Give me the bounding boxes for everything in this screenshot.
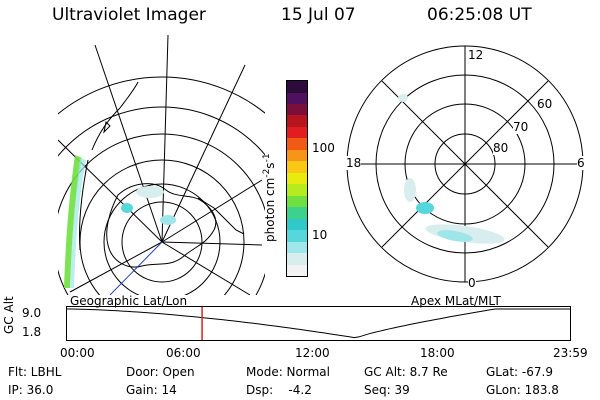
colorbar-segment — [287, 161, 307, 173]
colorbar-segment — [287, 172, 307, 185]
meridian-line — [69, 241, 163, 293]
antarctica-coastline — [106, 183, 217, 268]
colorbar-segment — [287, 184, 307, 196]
colorbar-segment — [287, 138, 307, 150]
coastline-fragment — [103, 81, 139, 134]
mlat-label-60: 60 — [537, 97, 553, 111]
continent-coastline — [78, 107, 121, 251]
time-tick-4: 23:59 — [553, 346, 588, 360]
colorbar — [286, 80, 308, 277]
colorbar-segment — [287, 126, 307, 139]
glon-label: GLon: 183.8 — [486, 383, 559, 397]
dsp-label: Dsp: -4.2 — [246, 383, 312, 397]
altitude-curve — [67, 308, 571, 339]
gain-label: Gain: 14 — [126, 383, 177, 397]
apex-polar-plot — [346, 45, 584, 283]
date-label: 15 Jul 07 — [281, 5, 356, 25]
altitude-ylabel: GC Alt — [2, 296, 16, 334]
meridian-line — [161, 241, 251, 295]
colorbar-segment — [287, 253, 307, 265]
aurora-emission — [64, 155, 176, 288]
mlt-label-6: 6 — [577, 156, 585, 170]
mlat-label-70: 70 — [513, 120, 529, 134]
mlt-label-12: 12 — [468, 48, 484, 62]
peninsula-coastline — [197, 197, 245, 235]
latitude-circle — [58, 106, 265, 157]
time-tick-0: 00:00 — [60, 346, 95, 360]
colorbar-segment — [287, 230, 307, 242]
meridian-line — [161, 241, 263, 246]
colorbar-segment — [287, 115, 307, 127]
geographic-map — [58, 34, 265, 295]
mlat-label-80: 80 — [493, 141, 509, 155]
colorbar-segment — [287, 195, 307, 208]
colorbar-unit-main: photon cm — [263, 177, 277, 242]
colorbar-segment — [287, 264, 307, 276]
colorbar-tick-10: 10 — [312, 228, 328, 242]
filter-label: Flt: LBHL — [8, 365, 62, 379]
time-tick-2: 12:00 — [295, 346, 330, 360]
plot-frame — [66, 306, 571, 341]
apex-panel-label: Apex MLat/MLT — [411, 294, 501, 308]
colorbar-unit-exp1: -2 — [262, 168, 272, 178]
gc-alt-label: GC Alt: 8.7 Re — [364, 365, 448, 379]
time-tick-3: 18:00 — [420, 346, 455, 360]
glat-label: GLat: -67.9 — [486, 365, 553, 379]
colorbar-unit-mid: s — [263, 162, 277, 169]
colorbar-segment — [287, 207, 307, 219]
door-label: Door: Open — [126, 365, 195, 379]
colorbar-segment — [287, 149, 307, 162]
time-label: 06:25:08 UT — [427, 5, 532, 25]
mlt-diagonal — [381, 80, 549, 248]
seq-label: Seq: 39 — [364, 383, 410, 397]
meridian-line — [161, 34, 169, 243]
latitude-circle — [58, 133, 265, 295]
altitude-ytick-low: 1.8 — [22, 325, 42, 339]
mlt-label-18: 18 — [346, 156, 362, 170]
geographic-panel-label: Geographic Lat/Lon — [70, 294, 188, 308]
aurora-oval — [398, 94, 505, 244]
colorbar-segment — [287, 218, 307, 231]
mode-label: Mode: Normal — [246, 365, 330, 379]
colorbar-unit-label: photon cm-2s-1 — [262, 153, 277, 242]
colorbar-segment — [287, 103, 307, 116]
altitude-ytick-high: 9.0 — [22, 306, 42, 320]
latitude-circle — [121, 201, 203, 283]
colorbar-segment — [287, 241, 307, 254]
satellite-direction-line — [109, 241, 163, 295]
mlt-label-0: 0 — [468, 276, 476, 290]
latitude-circle — [103, 183, 221, 295]
colorbar-tick-100: 100 — [312, 141, 335, 155]
instrument-title: Ultraviolet Imager — [52, 5, 206, 25]
time-tick-1: 06:00 — [166, 346, 201, 360]
ip-label: IP: 36.0 — [8, 383, 54, 397]
altitude-timeline-plot — [66, 306, 571, 341]
colorbar-segment — [287, 92, 307, 104]
colorbar-segment — [287, 81, 307, 93]
meridian-line — [161, 64, 246, 243]
meridian-line — [94, 44, 163, 243]
colorbar-unit-exp2: -1 — [262, 153, 272, 163]
latitude-circle — [58, 76, 265, 115]
